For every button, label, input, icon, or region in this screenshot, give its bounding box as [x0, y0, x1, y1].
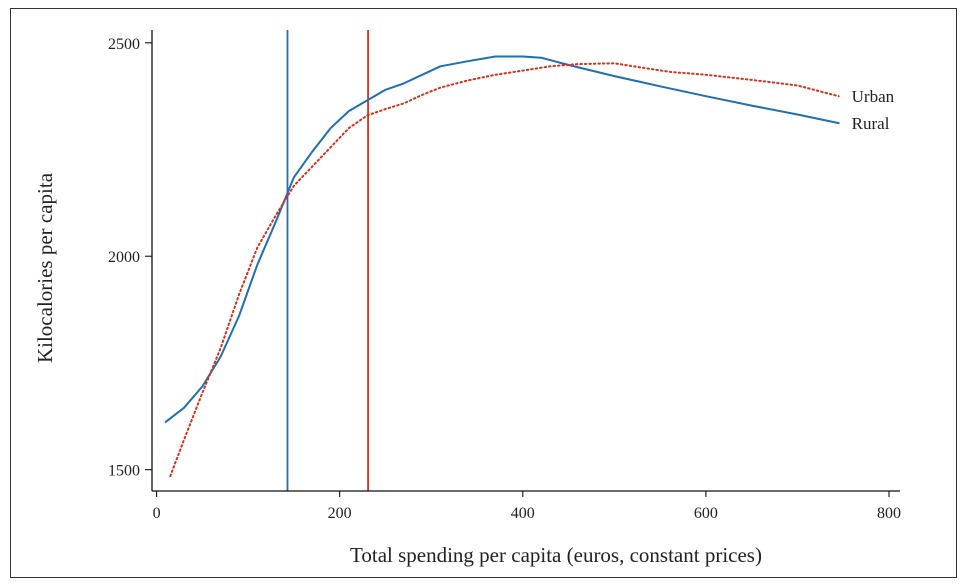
x-tick-label: 600	[694, 505, 718, 522]
axes	[151, 30, 900, 492]
series-lines	[164, 55, 840, 478]
series-labels: Rural Urban	[852, 87, 895, 133]
series-label-urban: Urban	[852, 87, 895, 106]
series-line-urban	[169, 62, 840, 478]
y-axis-title: Kilocalories per capita	[33, 172, 57, 363]
y-tick-label: 2500	[108, 36, 140, 53]
y-tick-label: 2000	[108, 249, 140, 266]
reference-lines	[286, 30, 369, 491]
x-ticks: 0 200 400 600 800	[153, 491, 901, 522]
y-ticks: 1500 2000 2500	[108, 36, 152, 480]
series-line-rural	[164, 55, 840, 423]
x-axis-title: Total spending per capita (euros, consta…	[350, 543, 762, 567]
x-tick-label: 400	[511, 505, 535, 522]
x-tick-label: 800	[877, 505, 901, 522]
chart-frame	[10, 8, 957, 578]
y-tick-label: 1500	[108, 463, 140, 480]
x-tick-label: 200	[328, 505, 352, 522]
series-label-rural: Rural	[852, 114, 890, 133]
x-tick-label: 0	[153, 505, 161, 522]
